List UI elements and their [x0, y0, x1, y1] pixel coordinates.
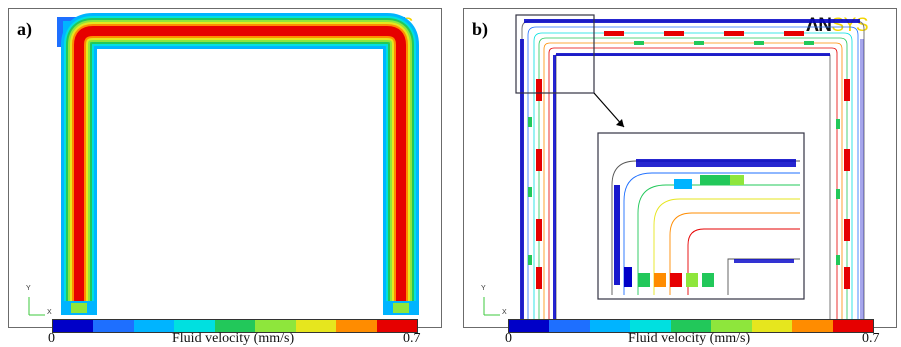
colorbar-b-title: Fluid velocity (mm/s) — [628, 331, 751, 346]
colorbar-segment — [549, 320, 590, 332]
colorbar-segment — [792, 320, 833, 332]
colorbar-a-title: Fluid velocity (mm/s) — [172, 331, 295, 346]
axis-y-label-b: Y — [481, 285, 486, 292]
colorbar-a — [52, 319, 418, 333]
colorbar-b-max: 0.7 — [862, 331, 880, 346]
colorbar-segment — [630, 320, 671, 332]
colorbar-segment — [670, 320, 712, 332]
colorbar-segment — [589, 320, 631, 332]
axis-x-label-b: X — [502, 309, 507, 316]
panel-b: b) ΛNSYS — [463, 8, 897, 328]
colorbar-segment — [751, 320, 793, 332]
colorbar-segment — [174, 320, 215, 332]
colorbar-segment — [376, 320, 417, 332]
velocity-contour-a — [28, 13, 419, 327]
panel-a-label: a) — [17, 19, 32, 39]
colorbar-segment — [53, 320, 94, 332]
colorbar-segment — [509, 320, 550, 332]
colorbar-a-min: 0 — [48, 331, 55, 346]
colorbar-segment — [336, 320, 377, 332]
colorbar-b-min: 0 — [505, 331, 512, 346]
panel-a: a) ΛNSYS Y X — [8, 8, 442, 328]
panel-b-label: b) — [472, 19, 489, 39]
axis-x-label-a: X — [47, 309, 52, 316]
colorbar-a-max: 0.7 — [403, 331, 421, 346]
colorbar-segment — [133, 320, 175, 332]
axis-y-label-a: Y — [26, 285, 31, 292]
colorbar-segment — [93, 320, 134, 332]
colorbar-segment — [711, 320, 752, 332]
colorbar-segment — [832, 320, 873, 332]
velocity-vector-plot-b — [483, 14, 865, 321]
colorbar-segment — [214, 320, 256, 332]
colorbar-b — [508, 319, 874, 333]
colorbar-segment — [255, 320, 296, 332]
colorbar-segment — [295, 320, 337, 332]
